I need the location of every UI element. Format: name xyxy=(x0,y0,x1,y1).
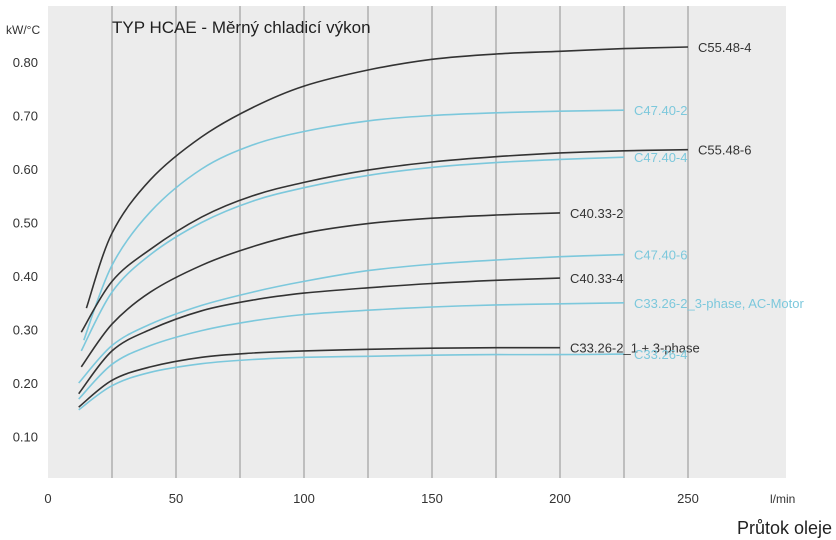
series-lines xyxy=(78,46,689,411)
y-tick-label: 0.20 xyxy=(13,376,38,391)
x-tick-label: 100 xyxy=(293,491,315,506)
series-label: C33.26-2_3-phase, AC-Motor xyxy=(634,296,804,311)
y-tick-labels: 0.10 0.20 0.30 0.40 0.50 0.60 0.70 0.80 xyxy=(13,55,38,445)
series-label: C47.40-4 xyxy=(634,150,687,165)
y-tick-label: 0.70 xyxy=(13,109,38,124)
y-tick-label: 0.60 xyxy=(13,162,38,177)
x-tick-label: 0 xyxy=(44,491,51,506)
x-axis-label: Průtok oleje xyxy=(737,518,832,538)
series-line xyxy=(78,253,625,384)
x-tick-label: 50 xyxy=(169,491,183,506)
series-line xyxy=(78,302,625,400)
series-label: C55.48-4 xyxy=(698,40,751,55)
x-tick-label: 250 xyxy=(677,491,699,506)
x-axis-unit: l/min xyxy=(770,492,795,506)
series-label: C33.26-2_1 + 3-phase xyxy=(570,341,700,356)
series-line xyxy=(78,346,561,408)
series-line xyxy=(80,156,625,352)
series-line xyxy=(78,277,561,395)
y-axis-unit: kW/°C xyxy=(6,23,40,37)
y-tick-label: 0.30 xyxy=(13,323,38,338)
series-label: C47.40-2 xyxy=(634,103,687,118)
series-label: C40.33-2 xyxy=(570,206,623,221)
series-line xyxy=(83,109,625,341)
series-label: C33.26-4 xyxy=(634,347,687,362)
series-label: C55.48-6 xyxy=(698,143,751,158)
series-label: C47.40-6 xyxy=(634,248,687,263)
series-labels: C55.48-4 C47.40-2 C55.48-6 C47.40-4 C40.33-2… xyxy=(570,40,804,362)
series-label: C40.33-4 xyxy=(570,271,623,286)
plot-background xyxy=(48,6,786,478)
series-line xyxy=(78,353,625,411)
series-line xyxy=(80,212,561,368)
series-line xyxy=(80,148,689,333)
grid-lines xyxy=(111,6,689,478)
series-line xyxy=(85,46,689,309)
y-tick-label: 0.50 xyxy=(13,216,38,231)
y-tick-label: 0.10 xyxy=(13,430,38,445)
x-tick-label: 200 xyxy=(549,491,571,506)
y-tick-label: 0.80 xyxy=(13,55,38,70)
x-tick-labels: 0 50 100 150 200 250 xyxy=(44,491,698,506)
chart-title: TYP HCAE - Měrný chladicí výkon xyxy=(112,18,371,37)
y-tick-label: 0.40 xyxy=(13,269,38,284)
x-tick-label: 150 xyxy=(421,491,443,506)
